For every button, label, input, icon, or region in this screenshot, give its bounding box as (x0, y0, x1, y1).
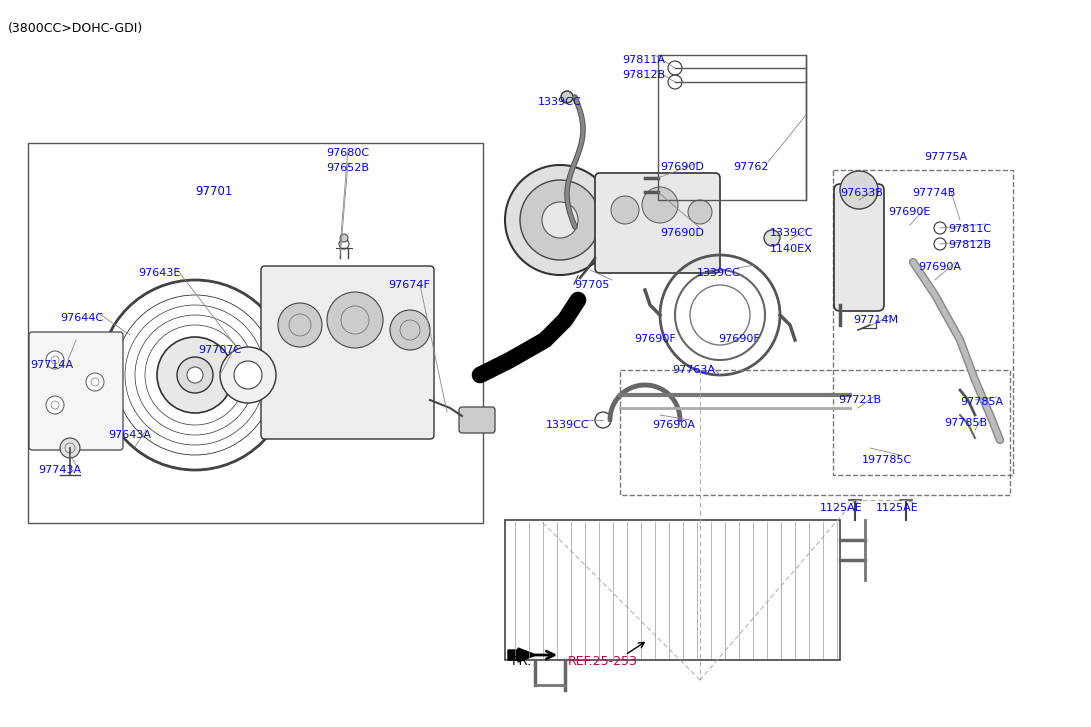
Bar (620, 370, 1010, 495)
Circle shape (60, 438, 80, 458)
Circle shape (327, 292, 383, 348)
Text: 97690D: 97690D (660, 228, 704, 238)
Text: 97812B: 97812B (622, 70, 666, 80)
Text: 97785B: 97785B (944, 418, 987, 428)
Text: 1339CC: 1339CC (770, 228, 814, 238)
Circle shape (520, 180, 600, 260)
Text: 97762: 97762 (733, 162, 768, 172)
Text: 1140EX: 1140EX (770, 244, 813, 254)
FancyBboxPatch shape (595, 173, 720, 273)
Circle shape (764, 230, 780, 246)
Bar (834, 170, 1014, 475)
Circle shape (561, 91, 573, 103)
Circle shape (542, 202, 578, 238)
Text: 97743A: 97743A (38, 465, 81, 475)
FancyBboxPatch shape (261, 266, 434, 439)
Text: 97643E: 97643E (137, 268, 180, 278)
Text: REF.25-253: REF.25-253 (568, 655, 638, 668)
Text: 97644C: 97644C (60, 313, 104, 323)
Circle shape (505, 165, 615, 275)
Text: 97674F: 97674F (388, 280, 430, 290)
Circle shape (611, 196, 639, 224)
Text: 97714M: 97714M (853, 315, 898, 325)
Circle shape (86, 373, 104, 391)
Text: 1125AE: 1125AE (876, 503, 919, 513)
Text: 97714A: 97714A (29, 360, 73, 370)
Text: 97643A: 97643A (108, 430, 151, 440)
Text: 97690A: 97690A (918, 262, 961, 272)
Text: 197785C: 197785C (862, 455, 912, 465)
Circle shape (46, 396, 64, 414)
Text: 97690F: 97690F (718, 334, 759, 344)
Text: 97690D: 97690D (660, 162, 704, 172)
Text: 97775A: 97775A (924, 152, 967, 162)
Circle shape (187, 367, 203, 383)
Text: 1339CC: 1339CC (697, 268, 741, 278)
FancyBboxPatch shape (29, 332, 123, 450)
Text: 97690A: 97690A (652, 420, 695, 430)
Circle shape (688, 200, 712, 224)
Circle shape (233, 361, 262, 389)
Text: 97785A: 97785A (960, 397, 1003, 407)
Text: (3800CC>DOHC-GDI): (3800CC>DOHC-GDI) (8, 22, 143, 35)
Text: 97690F: 97690F (634, 334, 675, 344)
Text: 97812B: 97812B (948, 240, 991, 250)
Text: 1125AE: 1125AE (820, 503, 863, 513)
FancyBboxPatch shape (834, 184, 884, 311)
Text: 97721B: 97721B (838, 395, 882, 405)
Text: 97774B: 97774B (912, 188, 956, 198)
Text: 97701: 97701 (195, 185, 232, 198)
Text: 97811C: 97811C (948, 224, 991, 234)
Bar (28, 143, 483, 523)
Text: 97633B: 97633B (840, 188, 883, 198)
Circle shape (278, 303, 322, 347)
Text: 1339CC: 1339CC (538, 97, 582, 107)
Text: 97811A: 97811A (622, 55, 666, 65)
Text: 97690E: 97690E (888, 207, 931, 217)
Bar (505, 520, 840, 660)
Circle shape (220, 347, 276, 403)
Text: FR.: FR. (512, 655, 532, 668)
Text: 97705: 97705 (574, 280, 610, 290)
Text: 97763A: 97763A (672, 365, 715, 375)
Circle shape (642, 187, 678, 223)
Circle shape (840, 171, 878, 209)
Text: 97680C: 97680C (326, 148, 369, 158)
Text: 97707C: 97707C (197, 345, 241, 355)
Text: 1339CC: 1339CC (546, 420, 589, 430)
Circle shape (46, 351, 64, 369)
Bar (658, 55, 806, 200)
FancyArrow shape (508, 648, 536, 662)
FancyBboxPatch shape (459, 407, 495, 433)
Circle shape (340, 234, 348, 242)
Circle shape (389, 310, 430, 350)
Circle shape (177, 357, 213, 393)
Circle shape (157, 337, 233, 413)
Text: 97652B: 97652B (326, 163, 369, 173)
